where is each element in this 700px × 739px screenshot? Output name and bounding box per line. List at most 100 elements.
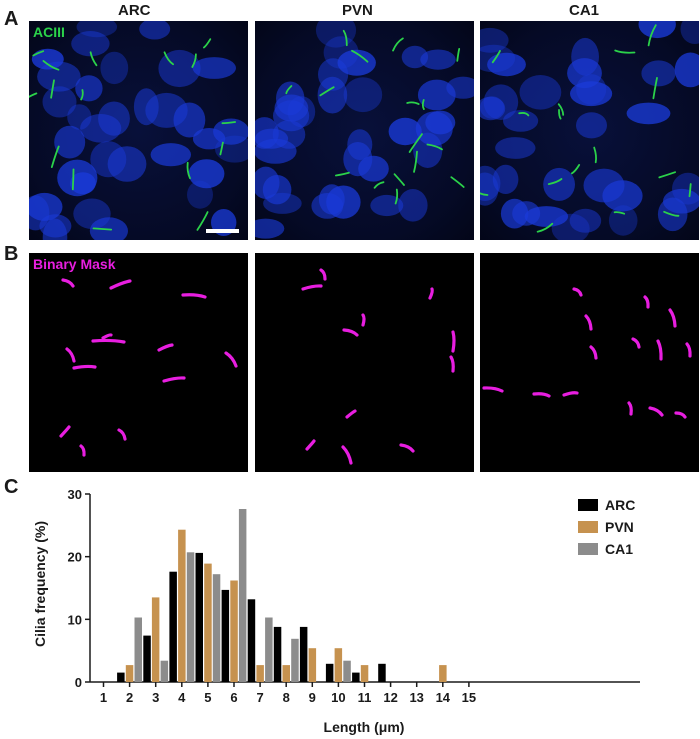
- cilium: [571, 164, 581, 175]
- y-tick-label: 30: [68, 487, 82, 502]
- bar-arc: [247, 599, 256, 682]
- x-tick-label: 5: [204, 690, 211, 705]
- nucleus: [480, 96, 506, 121]
- cilium: [394, 188, 399, 205]
- cilium: [32, 50, 45, 57]
- cilium: [408, 133, 423, 153]
- bar-arc: [352, 672, 360, 682]
- cilium: [456, 48, 461, 62]
- nucleus: [519, 75, 562, 110]
- micrograph-pvn: [255, 21, 474, 240]
- mask-cilium: [342, 328, 359, 337]
- scale-bar: [206, 229, 239, 233]
- mask-cilium: [674, 411, 687, 419]
- mask-cilium: [91, 338, 126, 344]
- mask-cilium: [451, 330, 456, 353]
- legend-label-ca1: CA1: [605, 541, 633, 557]
- cilium: [613, 211, 626, 215]
- nucleus: [503, 110, 539, 132]
- nucleus: [318, 58, 349, 91]
- cilium: [614, 49, 636, 54]
- nucleus: [626, 102, 671, 125]
- cilium: [647, 24, 657, 47]
- cilium: [319, 86, 335, 97]
- nucleus: [401, 45, 429, 69]
- bar-pvn: [282, 665, 290, 682]
- mask-cilium: [224, 351, 238, 368]
- micrograph-arc: ACIII: [29, 21, 248, 240]
- mask-cilium: [109, 279, 132, 290]
- mask-cilium: [319, 268, 327, 281]
- x-tick-label: 14: [436, 690, 451, 705]
- mask-cilium: [584, 314, 593, 331]
- nucleus: [150, 143, 191, 167]
- bar-ca1: [134, 617, 142, 682]
- nucleus: [551, 213, 590, 240]
- cilium: [406, 101, 420, 105]
- cilium: [426, 143, 443, 151]
- nucleus: [173, 102, 206, 138]
- mask-cilium: [101, 333, 113, 340]
- panel-letter-c: C: [4, 476, 19, 498]
- cilium: [480, 192, 489, 196]
- nucleus: [80, 114, 122, 143]
- x-tick-label: 6: [230, 690, 237, 705]
- cilium: [196, 211, 209, 231]
- y-tick-label: 0: [75, 675, 82, 690]
- cilium: [518, 112, 530, 117]
- nucleus: [641, 60, 676, 87]
- mask-cilium: [668, 308, 677, 328]
- nucleus: [388, 117, 422, 146]
- bar-arc: [221, 589, 230, 682]
- mask-texture: [59, 278, 238, 457]
- x-tick-label: 15: [462, 690, 476, 705]
- x-tick-label: 8: [283, 690, 290, 705]
- mask-cilium: [181, 293, 207, 299]
- cilium: [50, 79, 55, 99]
- mask-cilium: [643, 295, 650, 309]
- bar-pvn: [439, 665, 447, 682]
- binary-mask-arc: Binary Mask: [29, 253, 248, 472]
- nucleus: [425, 110, 456, 135]
- bar-pvn: [256, 665, 264, 682]
- nucleus: [139, 21, 171, 40]
- bar-pvn: [178, 529, 186, 682]
- nucleus: [398, 189, 428, 222]
- nucleus: [326, 185, 361, 219]
- cilium: [558, 109, 562, 120]
- mask-cilium: [627, 401, 633, 416]
- nucleus: [638, 21, 676, 39]
- bar-ca1: [343, 660, 351, 682]
- cilium: [392, 37, 404, 52]
- nucleus: [358, 155, 389, 182]
- mask-cilium: [65, 347, 76, 363]
- nucleus: [73, 198, 111, 230]
- mask-cilium: [79, 444, 86, 457]
- nucleus: [571, 37, 599, 76]
- mask-cilium: [162, 376, 186, 383]
- mask-cilium: [157, 343, 174, 352]
- binary-mask-ca1: [480, 253, 699, 472]
- mask-cilium: [572, 287, 583, 297]
- bar-pvn: [230, 580, 238, 682]
- mask-cilium: [482, 386, 504, 393]
- mask-cilium: [72, 364, 97, 370]
- legend-swatch-ca1: [578, 543, 598, 555]
- legend-swatch-arc: [578, 499, 598, 511]
- cilium: [50, 145, 60, 168]
- nucleus: [480, 165, 501, 201]
- nucleus: [569, 208, 602, 233]
- x-tick-label: 7: [256, 690, 263, 705]
- bar-arc: [378, 663, 386, 682]
- nucleus: [672, 172, 699, 205]
- cilium: [688, 183, 692, 198]
- cilium: [89, 51, 98, 67]
- nucleus: [71, 31, 110, 57]
- bar-arc: [195, 552, 203, 682]
- y-tick-label: 10: [68, 612, 82, 627]
- mask-cilium: [345, 409, 357, 419]
- nucleus: [274, 94, 309, 122]
- nucleus: [107, 146, 147, 182]
- nucleus: [188, 159, 225, 189]
- nucleus: [42, 218, 68, 240]
